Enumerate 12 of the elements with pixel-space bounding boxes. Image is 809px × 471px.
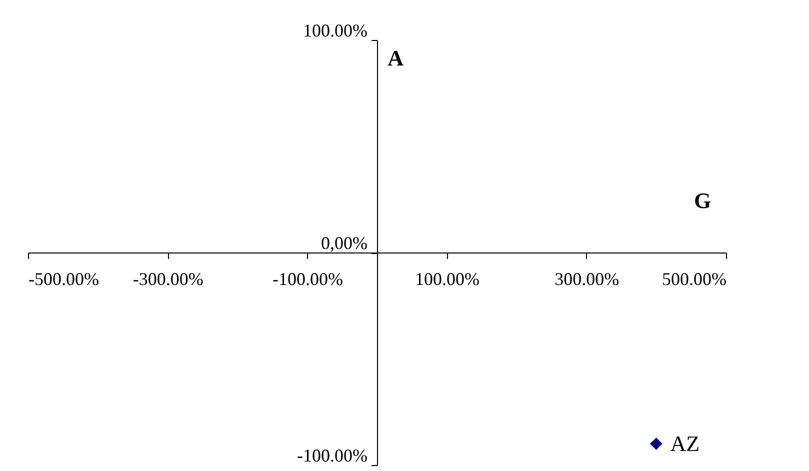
series-label: AZ [670,430,700,456]
y-tick-label: 100.00% [303,20,368,40]
x-axis-title: G [694,188,712,213]
y-tick-label: 0,00% [321,233,368,253]
y-axis-title: A [388,46,404,70]
x-tick-label: -500.00% [28,269,99,289]
x-tick-label: -300.00% [132,269,204,289]
x-tick-label: 500.00% [662,269,726,289]
y-tick-label: -100.00% [297,446,368,466]
x-tick-label: -100.00% [272,269,343,289]
x-tick-label: 300.00% [554,269,620,289]
x-tick-label: 100.00% [415,269,480,289]
